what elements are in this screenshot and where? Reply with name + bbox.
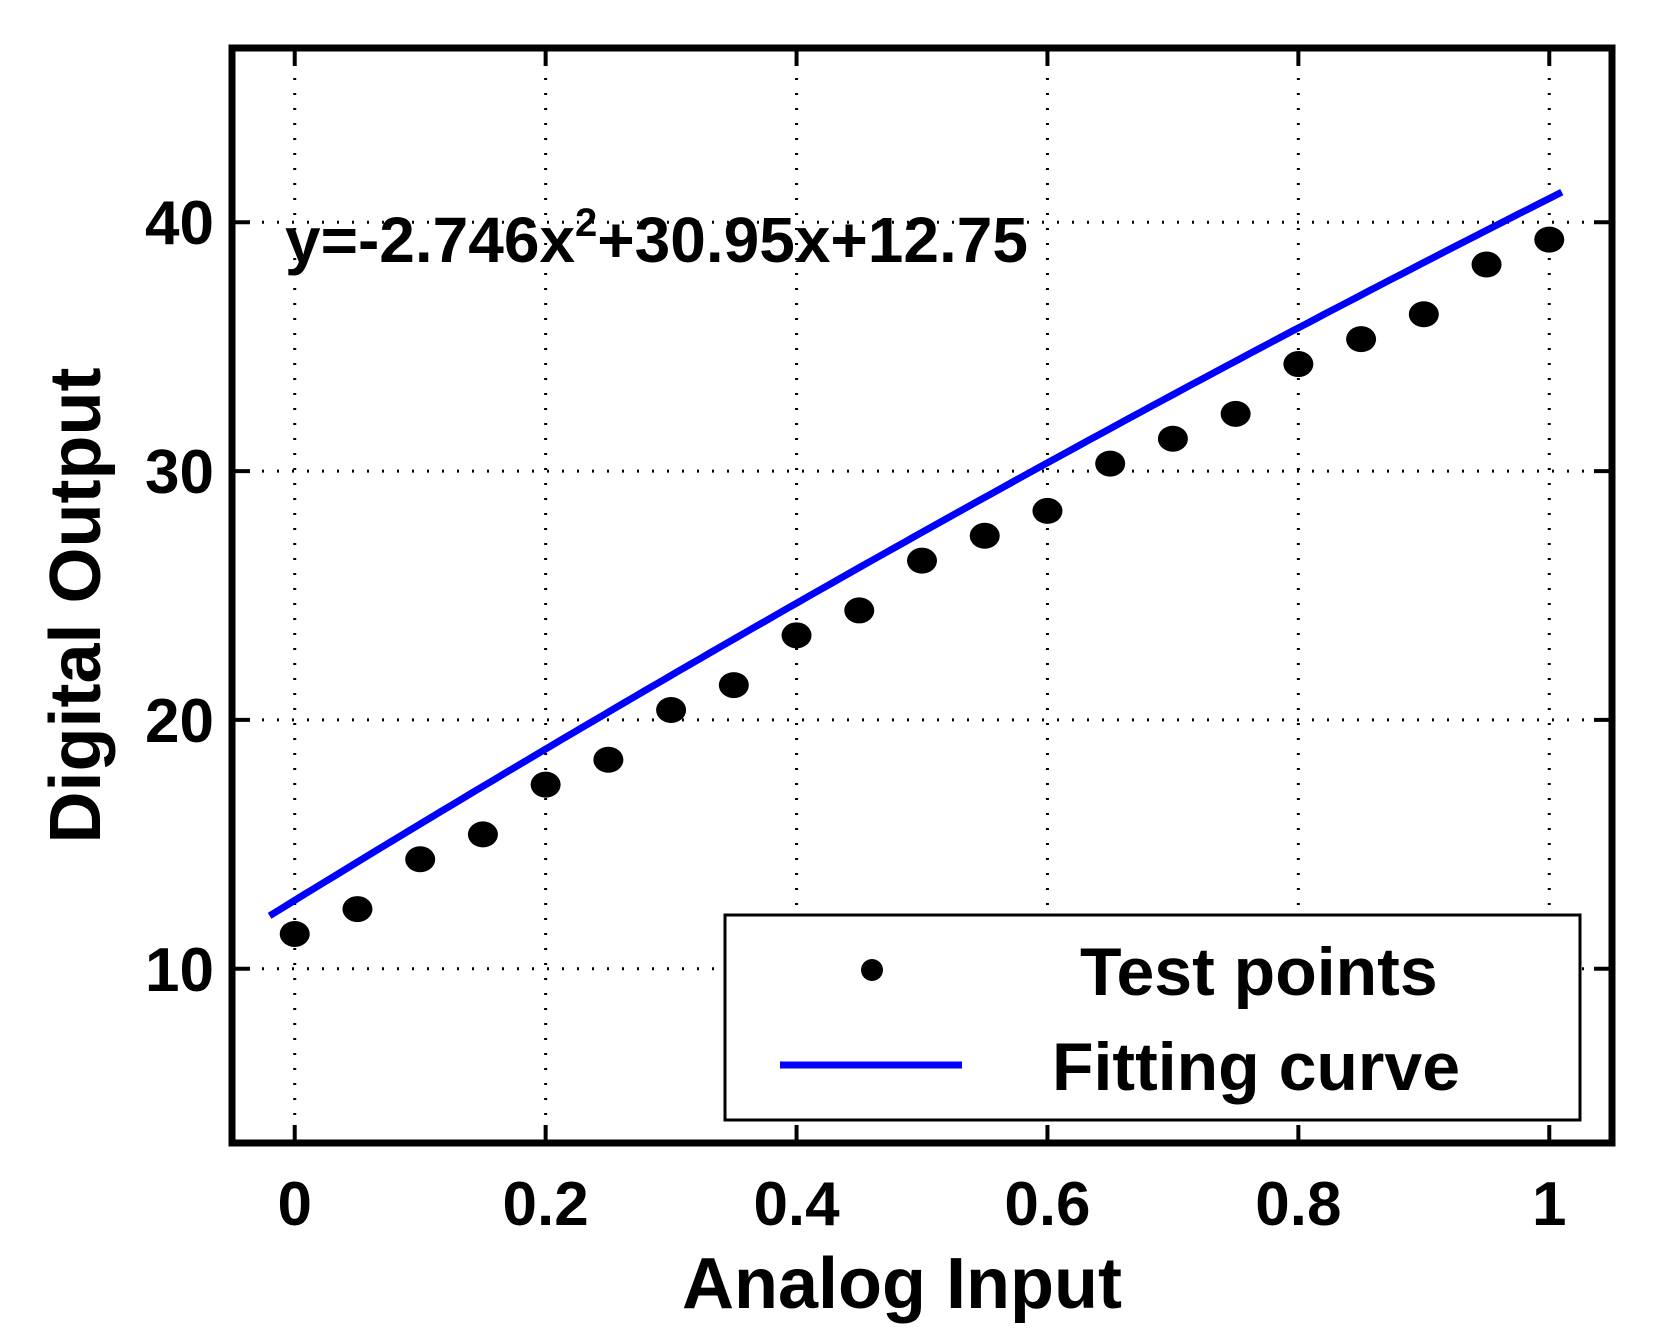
- test-point: [405, 846, 436, 873]
- fit-equation-suffix: +30.95x+12.75: [597, 204, 1028, 276]
- y-tick-label: 10: [145, 936, 214, 1005]
- test-point: [1346, 326, 1377, 353]
- test-point: [1408, 301, 1439, 328]
- test-point: [969, 522, 1000, 549]
- test-points-layer: [279, 226, 1565, 947]
- plot-frame: [228, 44, 1616, 1147]
- test-point: [530, 771, 561, 798]
- legend: Test points Fitting curve: [723, 913, 1582, 1122]
- y-tick-label: 30: [145, 438, 214, 507]
- x-axis-label: Analog Input: [682, 1244, 1122, 1324]
- test-point: [1032, 497, 1063, 524]
- fit-equation-superscript: 2: [575, 201, 597, 245]
- y-tick-label: 40: [145, 189, 214, 258]
- test-point: [1283, 351, 1314, 378]
- test-point: [1095, 450, 1126, 477]
- x-tick-label: 1: [1532, 1170, 1566, 1239]
- fit-equation-prefix: y=-2.746x: [285, 204, 575, 276]
- test-point: [1471, 251, 1502, 278]
- y-axis-label: Digital Output: [36, 368, 116, 844]
- test-point: [844, 597, 875, 624]
- legend-label-test-points: Test points: [1080, 934, 1438, 1010]
- legend-label-fitting-curve: Fitting curve: [1052, 1029, 1460, 1105]
- x-tick-label: 0.4: [753, 1170, 840, 1239]
- test-point: [781, 622, 812, 649]
- test-point: [1220, 400, 1251, 427]
- x-tick-label: 0: [277, 1170, 311, 1239]
- x-tick-label: 0.8: [1255, 1170, 1341, 1239]
- legend-box: [723, 913, 1582, 1122]
- test-point: [656, 696, 687, 723]
- test-point: [718, 672, 749, 699]
- test-point: [593, 746, 624, 773]
- fitting-curve-layer: [267, 188, 1564, 919]
- y-axis-ticks: 10 20 30 40: [145, 189, 1612, 1005]
- fit-equation: y=-2.746x2+30.95x+12.75: [285, 201, 1028, 276]
- x-tick-label: 0.2: [503, 1170, 589, 1239]
- test-point: [907, 547, 937, 574]
- x-axis-ticks: 0 0.2 0.4 0.6 0.8 1: [277, 48, 1567, 1239]
- test-point: [1534, 226, 1565, 253]
- y-tick-label: 20: [145, 687, 214, 756]
- test-point: [279, 920, 310, 947]
- test-point: [467, 821, 498, 848]
- legend-marker-test-points: [861, 959, 883, 981]
- test-point: [342, 896, 373, 923]
- fitting-curve: [267, 188, 1564, 919]
- test-point: [1157, 425, 1188, 452]
- x-tick-label: 0.6: [1004, 1170, 1090, 1239]
